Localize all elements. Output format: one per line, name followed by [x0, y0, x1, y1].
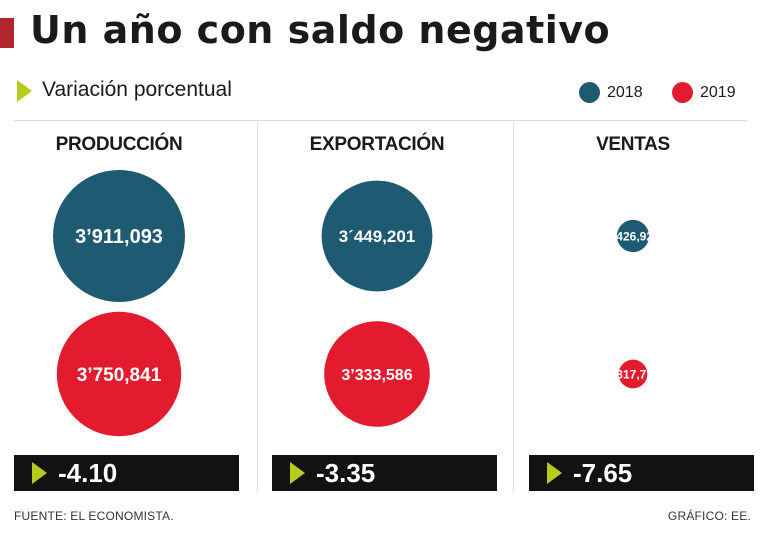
bubble-value-label: 3´449,201 — [339, 227, 416, 246]
column-divider — [257, 122, 258, 492]
legend-item-2018: 2018 — [579, 82, 643, 103]
variation-banner — [529, 455, 754, 491]
bubble-value-label: 3’333,586 — [341, 367, 412, 384]
variation-value: -3.35 — [316, 458, 375, 488]
legend-dot-2018 — [579, 82, 600, 103]
bubble-2018 — [616, 219, 650, 253]
category-label: PRODUCCIÓN — [56, 133, 183, 155]
bubble-value-label: 3’750,841 — [77, 365, 162, 386]
page-title: Un año con saldo negativo — [30, 8, 611, 52]
variation-banner — [272, 455, 497, 491]
category-label: EXPORTACIÓN — [310, 133, 445, 155]
bubble-2019 — [324, 321, 430, 427]
subtitle-arrow-icon — [17, 80, 32, 102]
variation-banner — [14, 455, 239, 491]
variation-arrow-icon — [547, 462, 562, 484]
header-divider — [14, 120, 747, 121]
bubble-2018 — [321, 180, 433, 292]
bubble-value-label: 1’426,926 — [606, 229, 660, 243]
title-mark — [0, 18, 14, 48]
legend-item-2019: 2019 — [672, 82, 736, 103]
legend-dot-2019 — [672, 82, 693, 103]
category-label: VENTAS — [596, 134, 670, 155]
variation-arrow-icon — [290, 462, 305, 484]
variation-value: -7.65 — [573, 458, 632, 488]
subtitle: Variación porcentual — [42, 78, 232, 101]
variation-value: -4.10 — [58, 458, 117, 488]
variation-arrow-icon — [32, 462, 47, 484]
bubble-value-label: 1’317,727 — [606, 367, 660, 381]
legend-label-2018: 2018 — [607, 83, 643, 101]
bubble-value-label: 3’911,093 — [75, 226, 163, 248]
bubble-2019 — [618, 359, 648, 389]
graphic-credit: GRÁFICO: EE. — [667, 509, 751, 523]
legend-label-2019: 2019 — [700, 83, 736, 101]
column-divider — [513, 122, 514, 492]
bubble-2019 — [56, 311, 182, 437]
bubble-2018 — [53, 170, 185, 302]
source-note: FUENTE: EL ECONOMISTA. — [14, 509, 174, 523]
